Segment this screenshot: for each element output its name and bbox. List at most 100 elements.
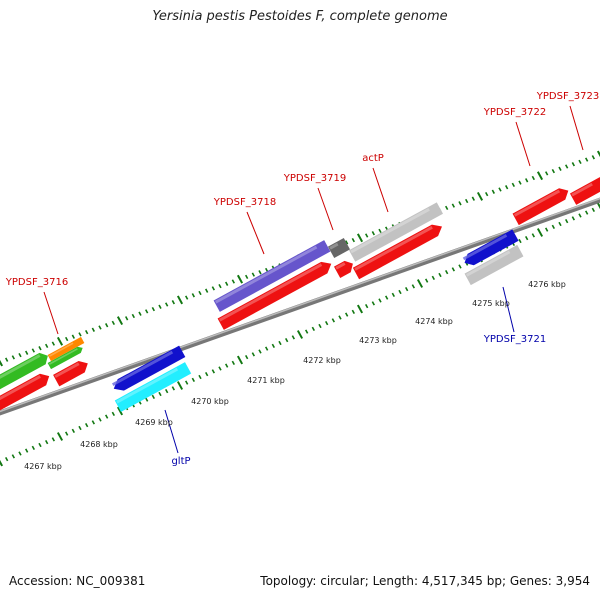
outer-tick <box>485 191 489 197</box>
outer-tick <box>5 357 9 362</box>
outer-tick <box>498 187 502 192</box>
inner-tick <box>25 448 29 453</box>
leader-line <box>502 286 515 333</box>
inner-tick <box>38 442 42 448</box>
gene-label[interactable]: YPDSF_3723 <box>536 91 599 102</box>
ruler-tick-label: 4275 kbp <box>472 299 510 308</box>
outer-tick <box>205 288 209 293</box>
feature-darkgray-a[interactable] <box>327 237 351 259</box>
outer-tick <box>98 325 102 330</box>
outer-tick <box>585 157 589 162</box>
feature-red-g[interactable] <box>569 177 600 205</box>
genes-value: 3,954 <box>555 574 590 588</box>
feature-purple-a[interactable] <box>213 240 331 312</box>
inner-tick <box>578 213 582 218</box>
feature-red-e[interactable] <box>352 221 445 280</box>
feature-red-a[interactable] <box>0 370 52 412</box>
feature-blue-b[interactable] <box>461 229 519 268</box>
feature-red-b[interactable] <box>53 358 91 387</box>
backbone-highlight <box>0 197 600 413</box>
inner-tick <box>411 284 415 289</box>
leader-line <box>43 291 59 335</box>
inner-tick <box>198 374 202 380</box>
inner-tick <box>531 233 535 238</box>
feature-gray-b[interactable] <box>464 244 524 286</box>
outer-tick <box>525 178 529 183</box>
inner-tick <box>265 346 269 351</box>
feature-gray-a[interactable] <box>349 202 443 262</box>
feature-red-f[interactable] <box>512 185 572 226</box>
ruler-tick-label: 4272 kbp <box>303 356 341 365</box>
inner-tick <box>145 397 149 402</box>
feature-red-d[interactable] <box>333 258 356 279</box>
outer-tick <box>558 166 562 171</box>
inner-tick <box>158 391 162 397</box>
outer-tick <box>451 203 455 208</box>
outer-tick <box>445 205 449 211</box>
gene-label[interactable]: YPDSF_3719 <box>283 173 346 184</box>
outer-tick <box>536 171 544 181</box>
inner-tick <box>258 349 262 354</box>
feature-red-c[interactable] <box>217 258 335 330</box>
inner-tick <box>245 355 249 360</box>
feature-cyan-a[interactable] <box>114 362 192 412</box>
ruler-tick-label: 4274 kbp <box>415 317 453 326</box>
inner-tick <box>56 432 64 441</box>
feature-orange-a[interactable] <box>47 336 85 362</box>
topology-value: circular; <box>320 574 369 588</box>
inner-tick <box>565 219 569 224</box>
inner-tick <box>351 309 355 314</box>
inner-tick <box>345 312 349 317</box>
label-layer: YPDSF_3716 YPDSF_3718 YPDSF_3719 actP YPDSF_… <box>5 91 599 467</box>
inner-tick <box>225 363 229 368</box>
outer-tick <box>165 302 169 307</box>
inner-tick <box>596 202 600 210</box>
feature-green-a[interactable] <box>0 350 51 395</box>
feature-layer[interactable] <box>0 177 600 412</box>
outer-tick <box>578 159 582 165</box>
feature-blue-a[interactable] <box>111 345 186 395</box>
genome-title: Yersinia pestis Pestoides F, complete ge… <box>152 9 448 24</box>
inner-tick <box>305 329 309 334</box>
outer-tick <box>545 171 549 176</box>
inner-tick <box>365 304 369 309</box>
inner-tick <box>105 414 109 419</box>
gene-label[interactable]: actP <box>362 153 384 164</box>
inner-tick <box>18 451 22 456</box>
outer-tick <box>251 272 255 277</box>
outer-tick <box>378 228 382 234</box>
outer-tick <box>505 185 509 190</box>
inner-tick <box>85 423 89 428</box>
inner-tick <box>291 335 295 340</box>
inner-tick <box>311 326 315 331</box>
outer-tick <box>258 270 262 275</box>
inner-tick <box>78 425 82 431</box>
ruler-labels: 4267 kbp 4268 kbp 4269 kbp 4270 kbp 4271 kbp… <box>24 280 566 471</box>
ruler-tick-label: 4269 kbp <box>135 418 173 427</box>
inner-tick-track <box>0 202 600 467</box>
gene-label[interactable]: gltP <box>171 456 190 467</box>
feature-green-b[interactable] <box>47 345 85 370</box>
inner-tick <box>585 210 589 215</box>
ruler-tick-label: 4271 kbp <box>247 376 285 385</box>
inner-tick <box>71 428 75 433</box>
inner-tick <box>176 381 184 390</box>
outer-tick <box>198 290 202 296</box>
outer-tick <box>191 293 195 298</box>
genome-backbone <box>0 197 600 416</box>
gene-label[interactable]: YPDSF_3721 <box>483 334 546 345</box>
gene-label[interactable]: YPDSF_3722 <box>483 107 546 118</box>
inner-tick <box>5 457 9 462</box>
gene-label[interactable]: YPDSF_3718 <box>213 197 276 208</box>
inner-tick <box>458 264 462 269</box>
inner-tick <box>325 321 329 326</box>
outer-tick <box>111 320 115 326</box>
gene-label[interactable]: YPDSF_3716 <box>5 277 68 288</box>
leader-line <box>372 167 389 213</box>
outer-tick <box>91 327 95 332</box>
outer-tick <box>51 341 55 346</box>
inner-tick <box>251 352 255 357</box>
outer-tick <box>131 313 135 319</box>
outer-tick <box>531 175 535 181</box>
